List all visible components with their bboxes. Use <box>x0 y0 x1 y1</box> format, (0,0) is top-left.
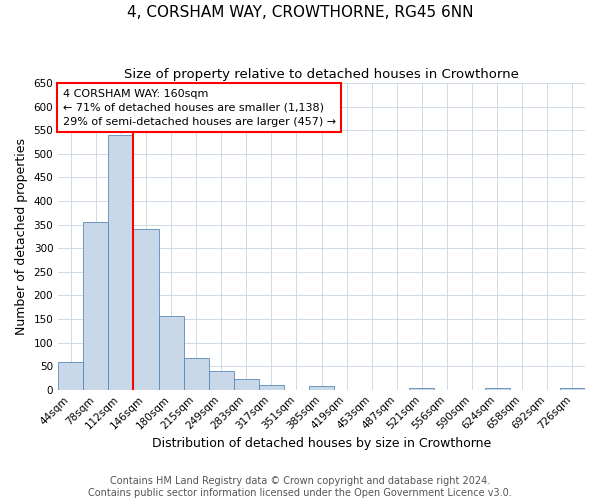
X-axis label: Distribution of detached houses by size in Crowthorne: Distribution of detached houses by size … <box>152 437 491 450</box>
Bar <box>58 362 83 390</box>
Bar <box>560 388 585 390</box>
Text: 4, CORSHAM WAY, CROWTHORNE, RG45 6NN: 4, CORSHAM WAY, CROWTHORNE, RG45 6NN <box>127 5 473 20</box>
Bar <box>133 230 158 390</box>
Bar <box>485 388 510 390</box>
Bar <box>109 135 133 390</box>
Text: 4 CORSHAM WAY: 160sqm
← 71% of detached houses are smaller (1,138)
29% of semi-d: 4 CORSHAM WAY: 160sqm ← 71% of detached … <box>62 88 336 126</box>
Bar <box>309 386 334 390</box>
Bar <box>259 385 284 390</box>
Title: Size of property relative to detached houses in Crowthorne: Size of property relative to detached ho… <box>124 68 519 80</box>
Text: Contains HM Land Registry data © Crown copyright and database right 2024.
Contai: Contains HM Land Registry data © Crown c… <box>88 476 512 498</box>
Bar <box>209 371 234 390</box>
Bar <box>158 316 184 390</box>
Bar <box>184 358 209 390</box>
Bar <box>409 388 434 390</box>
Bar <box>83 222 109 390</box>
Bar <box>234 379 259 390</box>
Y-axis label: Number of detached properties: Number of detached properties <box>15 138 28 335</box>
